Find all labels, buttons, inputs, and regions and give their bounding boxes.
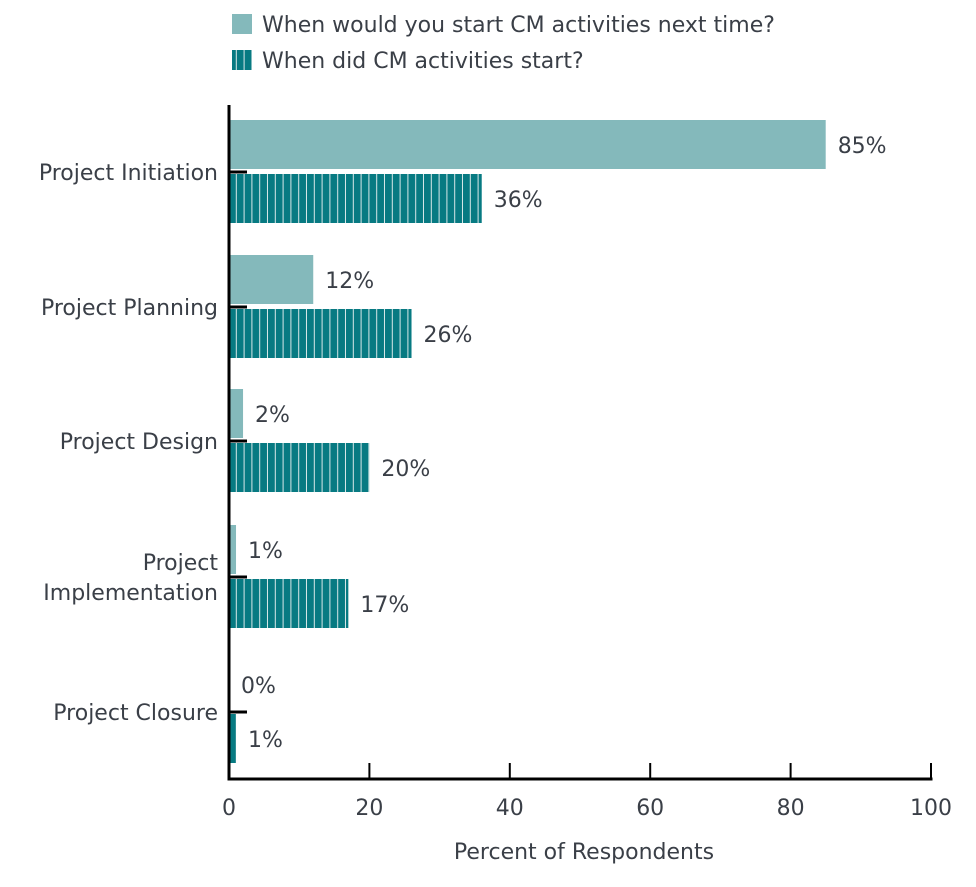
x-tick-label: 60 bbox=[636, 796, 664, 821]
bar bbox=[229, 714, 237, 763]
value-label: 36% bbox=[494, 188, 543, 213]
x-tick-label: 100 bbox=[910, 796, 952, 821]
category-label: Implementation bbox=[43, 581, 218, 606]
bar bbox=[229, 309, 412, 358]
legend-label: When would you start CM activities next … bbox=[262, 13, 775, 38]
x-axis-title: Percent of Respondents bbox=[454, 840, 714, 865]
bar bbox=[229, 579, 349, 628]
value-label: 17% bbox=[360, 593, 409, 618]
category-label: Project Planning bbox=[41, 296, 218, 321]
category-label: Project Closure bbox=[53, 701, 218, 726]
bar bbox=[229, 443, 370, 492]
value-label: 2% bbox=[255, 403, 290, 428]
bar bbox=[229, 255, 314, 304]
legend-swatch bbox=[232, 14, 252, 34]
x-tick-label: 0 bbox=[222, 796, 236, 821]
bar bbox=[229, 389, 244, 438]
value-label: 85% bbox=[838, 134, 887, 159]
category-label: Project bbox=[143, 551, 219, 576]
bar bbox=[229, 174, 482, 223]
value-label: 0% bbox=[241, 674, 276, 699]
value-label: 1% bbox=[248, 728, 283, 753]
category-label: Project Design bbox=[60, 430, 218, 455]
value-label: 12% bbox=[325, 269, 374, 294]
value-label: 20% bbox=[381, 457, 430, 482]
category-label: Project Initiation bbox=[39, 161, 218, 186]
bar bbox=[229, 120, 826, 169]
x-tick-label: 20 bbox=[355, 796, 383, 821]
x-tick-label: 80 bbox=[777, 796, 805, 821]
legend-swatch bbox=[232, 50, 252, 70]
legend-label: When did CM activities start? bbox=[262, 49, 584, 74]
value-label: 1% bbox=[248, 539, 283, 564]
x-tick-label: 40 bbox=[496, 796, 524, 821]
bar bbox=[229, 525, 237, 574]
value-label: 26% bbox=[424, 323, 473, 348]
